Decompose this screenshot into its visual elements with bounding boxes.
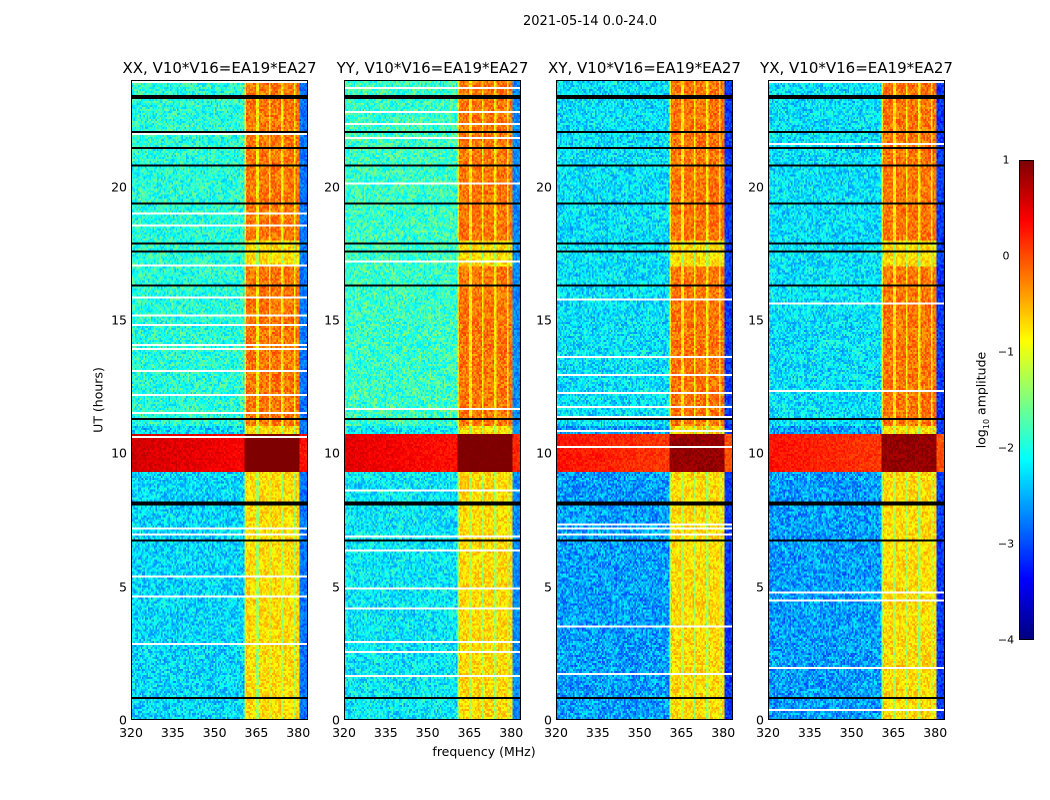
colorbar-label: log10 amplitude [973, 351, 991, 449]
colorbar-tick-label: −1 [997, 345, 1015, 359]
x-tick-label: 365 [881, 725, 906, 740]
x-tick-label: 350 [415, 725, 440, 740]
x-tick-label: 365 [669, 725, 694, 740]
y-tick-label: 15 [748, 312, 764, 328]
figure-title: 2021-05-14 0.0-24.0 [523, 14, 657, 29]
colorbar-tick-label: 0 [1002, 249, 1010, 263]
x-tick-label: 365 [244, 725, 269, 740]
y-tick-label: 10 [111, 445, 127, 461]
colorbar-tick-label: −3 [997, 537, 1015, 551]
x-tick-label: 320 [756, 725, 780, 740]
x-tick-label: 320 [544, 725, 568, 740]
heatmap-cells [769, 81, 944, 719]
y-tick-label: 20 [111, 179, 127, 195]
y-tick-label: 10 [748, 445, 764, 461]
y-tick-label: 10 [324, 445, 340, 461]
x-tick-label: 335 [585, 725, 610, 740]
y-tick-label: 20 [324, 179, 340, 195]
x-tick-label: 335 [160, 725, 185, 740]
x-tick-label: 335 [373, 725, 398, 740]
y-tick-label: 0 [332, 712, 340, 728]
x-tick-label: 350 [627, 725, 652, 740]
y-tick-label: 0 [756, 712, 764, 728]
colorbar-tick-label: −2 [997, 441, 1015, 455]
panel-title: YX, V10*V16=EA19*EA27 [760, 59, 953, 77]
x-tick-label: 365 [457, 725, 482, 740]
heatmap-panel [768, 80, 945, 720]
x-tick-label: 380 [286, 725, 311, 740]
x-tick-label: 380 [923, 725, 948, 740]
y-tick-label: 0 [119, 712, 127, 728]
colorbar [1019, 160, 1034, 640]
heatmap-panel [556, 80, 733, 720]
colorbar-tick-label: 1 [1002, 153, 1010, 167]
y-tick-label: 10 [536, 445, 552, 461]
x-tick-label: 320 [332, 725, 356, 740]
y-tick-label: 5 [756, 579, 764, 595]
x-tick-label: 350 [202, 725, 227, 740]
y-tick-label: 5 [544, 579, 552, 595]
y-tick-label: 15 [324, 312, 340, 328]
panel-title: XY, V10*V16=EA19*EA27 [548, 59, 741, 77]
y-tick-label: 0 [544, 712, 552, 728]
panel-title: XX, V10*V16=EA19*EA27 [122, 59, 317, 77]
y-tick-label: 5 [332, 579, 340, 595]
x-tick-label: 320 [119, 725, 143, 740]
panel-title: YY, V10*V16=EA19*EA27 [336, 59, 529, 77]
x-tick-label: 380 [711, 725, 736, 740]
heatmap-panel [344, 80, 521, 720]
y-tick-label: 5 [119, 579, 127, 595]
heatmap-cells [557, 81, 732, 719]
y-axis-label: UT (hours) [90, 367, 106, 433]
heatmap-cells [132, 81, 307, 719]
y-tick-label: 15 [536, 312, 552, 328]
x-tick-label: 335 [797, 725, 822, 740]
x-tick-label: 350 [839, 725, 864, 740]
y-tick-label: 20 [536, 179, 552, 195]
heatmap-cells [345, 81, 520, 719]
y-tick-label: 20 [748, 179, 764, 195]
x-axis-label: frequency (MHz) [432, 744, 536, 759]
colorbar-tick-label: −4 [997, 633, 1015, 647]
x-tick-label: 380 [499, 725, 524, 740]
y-tick-label: 15 [111, 312, 127, 328]
heatmap-panel [131, 80, 308, 720]
